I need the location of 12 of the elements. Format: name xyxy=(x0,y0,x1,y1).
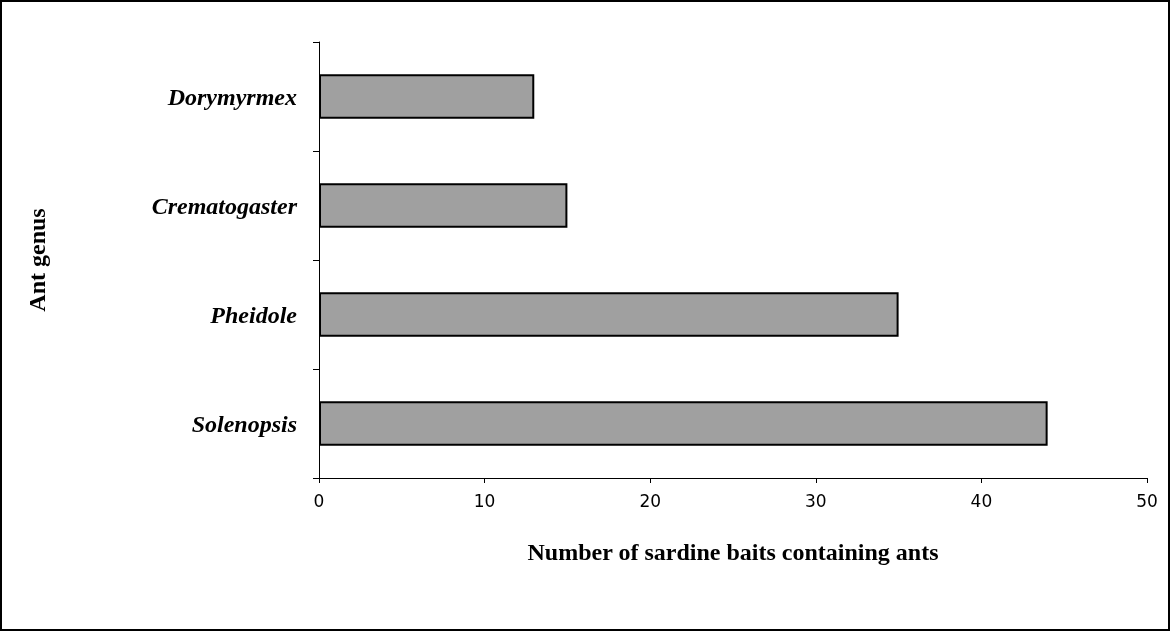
x-tick-label: 30 xyxy=(804,490,827,511)
x-tick-label: 50 xyxy=(1136,490,1158,511)
x-axis-title: Number of sardine baits containing ants xyxy=(527,539,939,565)
y-axis-title: Ant genus xyxy=(24,208,50,312)
y-tick-label: Pheidole xyxy=(209,301,298,328)
y-tick-label: Dorymyrmex xyxy=(166,83,297,110)
x-tick-label: 40 xyxy=(970,490,993,511)
y-tick-label: Crematogaster xyxy=(151,192,298,219)
x-tick-label: 0 xyxy=(313,490,325,511)
y-tick-label: Solenopsis xyxy=(191,410,297,437)
x-tick-label: 10 xyxy=(473,490,496,511)
x-tick-label: 20 xyxy=(639,490,662,511)
